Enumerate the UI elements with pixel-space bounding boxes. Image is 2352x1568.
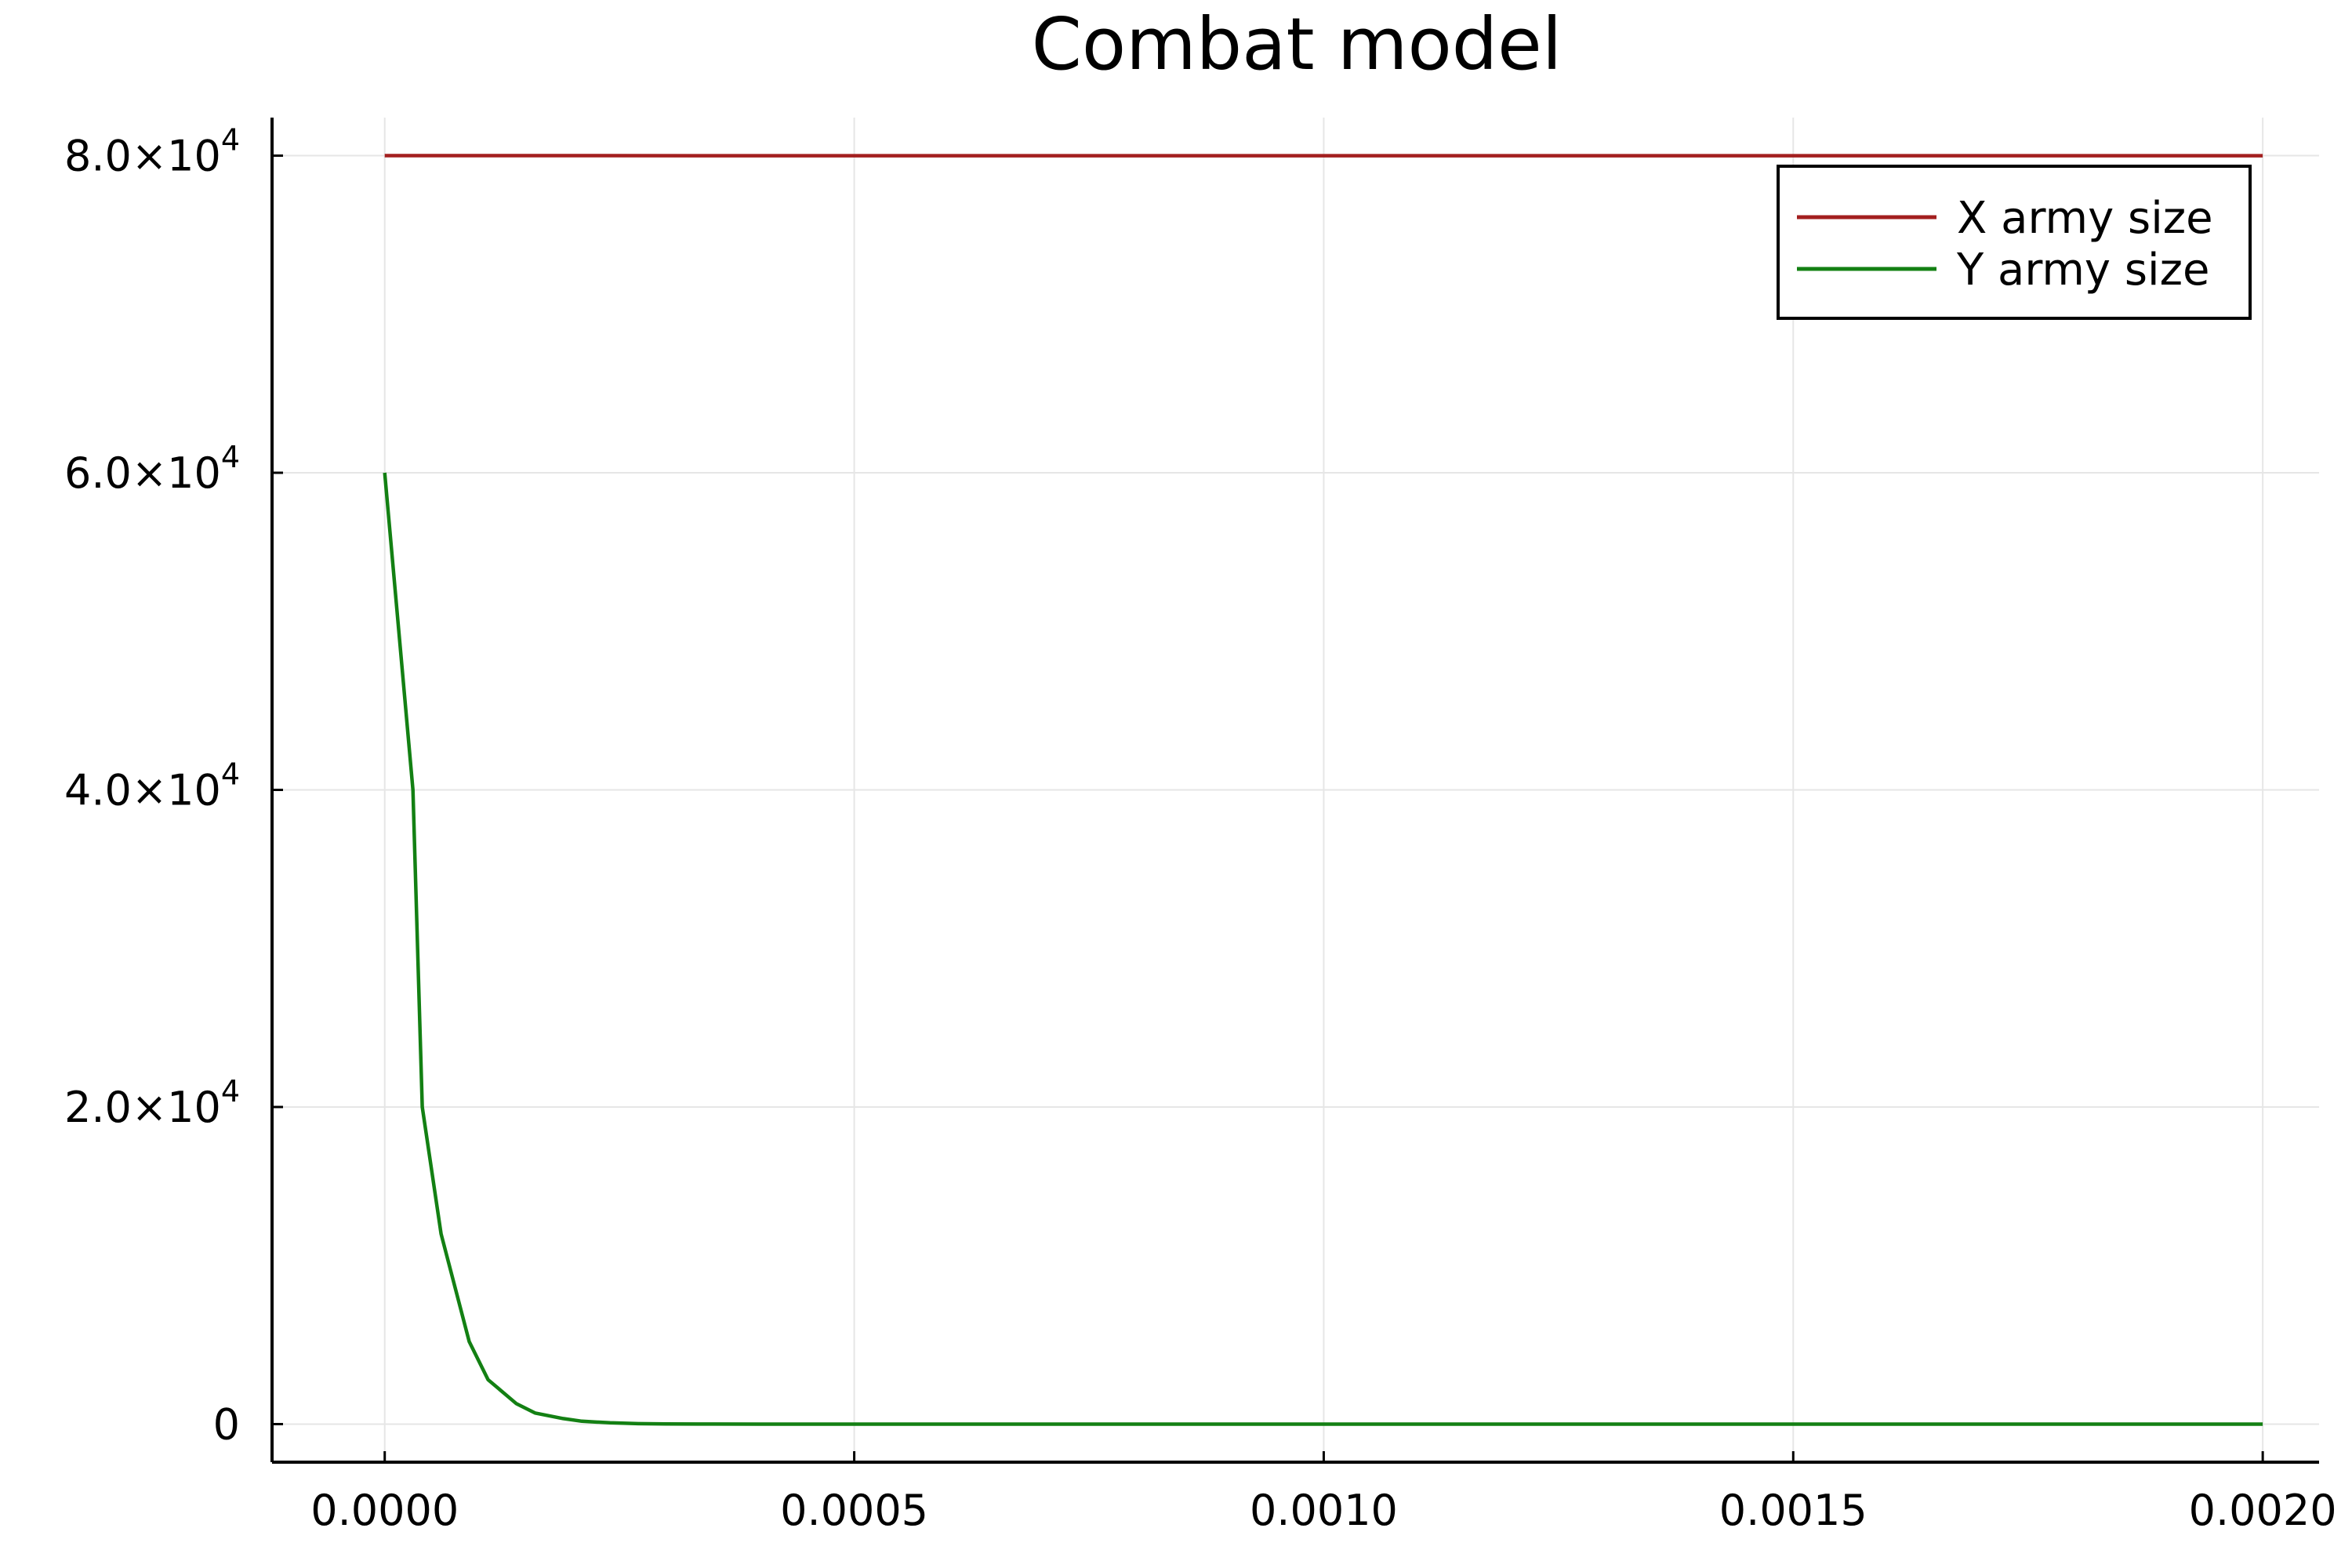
y-tick-label: 0 xyxy=(213,1399,240,1449)
x-tick-label: 0.0020 xyxy=(2189,1486,2337,1535)
y-tick-label-exponent: 4 xyxy=(221,123,240,158)
legend-label: X army size xyxy=(1957,193,2213,244)
y-tick-label: 8.0×104 xyxy=(64,123,240,181)
series-line-y-army xyxy=(383,472,2263,1426)
x-tick-label: 0.0010 xyxy=(1250,1486,1398,1535)
series-layer xyxy=(383,154,2263,1426)
y-tick-label-base: 4.0×10 xyxy=(64,766,221,815)
legend-box xyxy=(1777,165,2252,320)
y-tick-label: 2.0×104 xyxy=(64,1074,240,1132)
tick-labels: 0.0000 0.0005 0.0010 0.0015 0.002002.0×1044.… xyxy=(64,123,2337,1535)
y-tick-label-exponent: 4 xyxy=(221,440,240,474)
y-tick-label-exponent: 4 xyxy=(221,1074,240,1109)
y-tick-label: 4.0×104 xyxy=(64,757,240,815)
y-tick-label-base: 2.0×10 xyxy=(64,1083,221,1132)
x-tick-label: 0.0005 xyxy=(780,1486,928,1535)
y-tick-label-base: 6.0×10 xyxy=(64,448,221,498)
y-tick-label: 6.0×104 xyxy=(64,440,240,498)
y-tick-label-exponent: 4 xyxy=(221,757,240,792)
legend-label: Y army size xyxy=(1956,245,2209,296)
x-tick-label: 0.0000 xyxy=(310,1486,459,1535)
x-tick-label: 0.0015 xyxy=(1719,1486,1867,1535)
y-tick-label-base: 0 xyxy=(213,1399,240,1449)
y-tick-label-base: 8.0×10 xyxy=(64,132,221,181)
chart-title: Combat model xyxy=(1032,2,1563,86)
